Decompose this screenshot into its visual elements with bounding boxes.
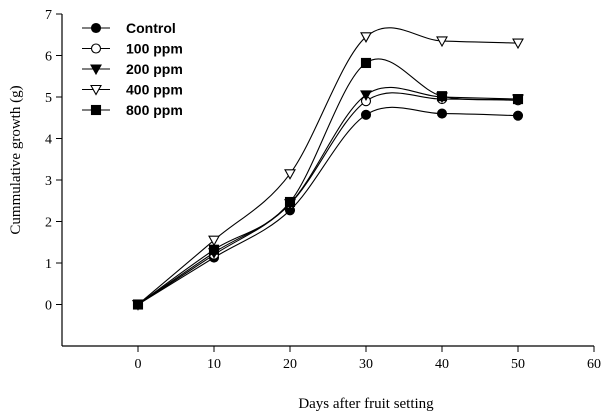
axes: 0 1 2 3 4 5 6 7 0 10 20 30 40 50 60: [45, 8, 601, 372]
y-tick-label: 7: [45, 8, 52, 23]
data-point: [360, 32, 372, 43]
x-tick-label: 40: [435, 357, 449, 372]
x-tick-label: 60: [587, 357, 601, 372]
x-tick-label: 0: [135, 357, 142, 372]
y-tick-label: 0: [45, 299, 52, 314]
series-1: [132, 92, 524, 310]
y-tick-label: 3: [45, 174, 52, 189]
legend-label: 100 ppm: [126, 41, 183, 57]
series-0: [132, 106, 524, 310]
data-point: [360, 109, 372, 120]
legend-marker: [90, 104, 102, 116]
series-4: [132, 57, 524, 310]
x-tick-label: 50: [511, 357, 525, 372]
data-point: [436, 91, 448, 102]
legend-item: 400 ppm: [82, 82, 183, 98]
series-2: [132, 86, 524, 311]
data-point: [512, 110, 524, 121]
y-tick-label: 2: [45, 216, 52, 231]
legend: Control 100 ppm 200 ppm 400 ppm 800 ppm: [82, 20, 183, 118]
legend-label: Control: [126, 20, 176, 36]
data-point: [208, 244, 220, 255]
y-tick-label: 1: [45, 257, 52, 272]
data-point: [436, 108, 448, 119]
legend-label: 400 ppm: [126, 82, 183, 98]
series-line: [137, 106, 519, 305]
y-tick-label: 5: [45, 91, 52, 106]
x-axis-label: Days after fruit setting: [298, 396, 434, 412]
legend-label: 200 ppm: [126, 61, 183, 77]
legend-item: 100 ppm: [82, 41, 183, 57]
data-point: [284, 196, 296, 208]
data-point: [284, 169, 296, 180]
data-point: [360, 57, 372, 69]
y-tick-label: 4: [45, 133, 52, 148]
y-tick-label: 6: [45, 50, 52, 65]
x-tick-label: 10: [207, 357, 221, 372]
legend-marker: [90, 64, 102, 76]
series-layer: [132, 27, 524, 311]
legend-label: 800 ppm: [126, 102, 183, 118]
legend-marker: [90, 43, 102, 54]
legend-item: 200 ppm: [82, 61, 183, 77]
legend-marker: [90, 22, 102, 34]
y-axis-label: Cummulative growth (g): [8, 85, 24, 234]
x-tick-label: 20: [283, 357, 297, 372]
data-point: [208, 235, 220, 247]
legend-item: 800 ppm: [82, 102, 183, 118]
data-point: [132, 299, 144, 310]
data-point: [360, 90, 372, 102]
legend-item: Control: [82, 20, 176, 36]
legend-marker: [90, 84, 102, 96]
series-line: [137, 92, 519, 305]
data-point: [512, 38, 524, 50]
data-point: [436, 36, 448, 48]
series-line: [137, 86, 519, 305]
x-tick-label: 30: [359, 357, 373, 372]
data-point: [512, 94, 524, 105]
